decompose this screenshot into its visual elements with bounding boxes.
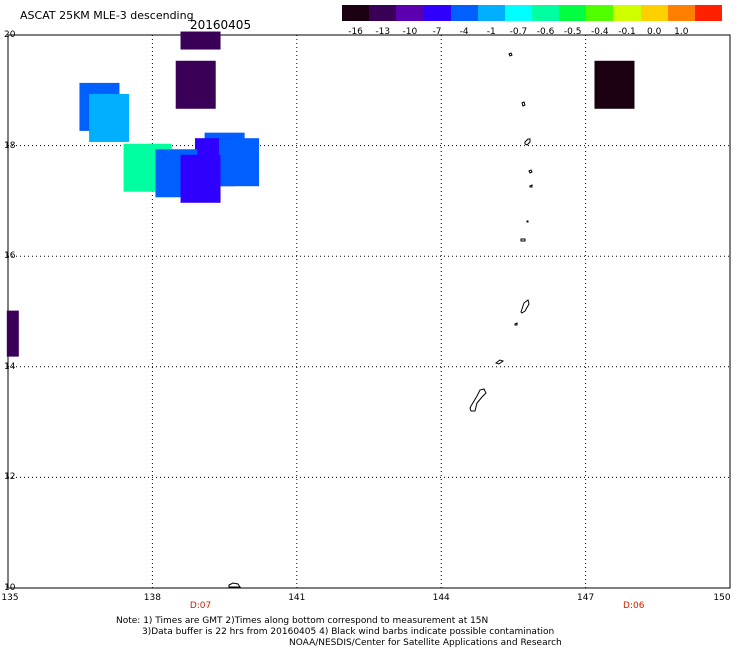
lat-label: 20: [4, 30, 16, 40]
colorbar-label: -0.6: [536, 27, 555, 37]
colorbar-swatch: [586, 5, 614, 21]
colorbar-label: -1: [486, 27, 496, 37]
wind-cell: [180, 154, 221, 203]
island-pagan: [528, 169, 533, 174]
lon-label: 135: [1, 593, 19, 603]
product-date: 20160405: [190, 18, 252, 32]
colorbar-label: -0.5: [563, 27, 582, 37]
island-yap-small: [228, 582, 241, 588]
lat-label: 10: [4, 583, 16, 593]
colorbar-label: -13: [375, 27, 391, 37]
colorbar-label: -10: [402, 27, 418, 37]
wind-cell: [175, 60, 216, 109]
colorbar-swatch: [477, 5, 506, 21]
colorbar-swatch: [532, 5, 560, 21]
lon-label: 147: [577, 593, 595, 603]
colorbar-label: -4: [459, 27, 469, 37]
island-saipan: [520, 299, 530, 314]
colorbar-label: -0.4: [591, 27, 609, 37]
island-guguan: [526, 220, 529, 223]
island-agrihan: [524, 138, 531, 146]
colorbar-label: -0.7: [509, 27, 528, 37]
lat-label: 18: [4, 140, 16, 151]
colorbar-swatch: [640, 5, 669, 21]
colorbar-label: -0.1: [618, 27, 636, 37]
lat-label: 14: [4, 361, 16, 372]
colorbar-swatch: [559, 5, 587, 21]
lat-label: 16: [4, 251, 16, 262]
coastlines: [228, 52, 533, 588]
wind-cells: [6, 31, 635, 357]
colorbar-swatch: [504, 5, 533, 21]
colorbar-label: 1.0: [674, 27, 689, 37]
island-tinian: [514, 322, 518, 326]
island-guam: [469, 388, 487, 412]
colorbar-swatch: [694, 5, 723, 21]
island-alamagan: [529, 184, 533, 188]
lon-label: 150: [713, 593, 731, 603]
colorbar-swatch: [667, 5, 696, 21]
product-title: ASCAT 25KM MLE-3 descending: [20, 9, 194, 22]
island-maug: [521, 101, 526, 107]
colorbar-swatch: [396, 5, 424, 21]
note-line-1: Note: 1) Times are GMT 2)Times along bot…: [116, 616, 489, 626]
wind-cell: [219, 138, 260, 187]
colorbar-swatch: [369, 5, 397, 21]
colorbar-label: -7: [432, 27, 442, 37]
lat-label: 12: [4, 472, 16, 483]
note-line-2: 3)Data buffer is 22 hrs from 20160405 4)…: [142, 627, 555, 637]
island-rota: [494, 359, 505, 365]
time-label: D:07: [189, 601, 212, 611]
colorbar-label: -16: [348, 27, 363, 37]
lon-label: 144: [432, 593, 450, 603]
colorbar-swatch: [613, 5, 642, 21]
wind-cell: [89, 93, 130, 142]
lon-label: 138: [143, 593, 161, 603]
wind-cell: [6, 310, 19, 357]
colorbar-swatch: [423, 5, 452, 21]
wind-cell: [180, 31, 221, 50]
time-label: D:06: [623, 601, 645, 611]
island-anatahan: [520, 238, 526, 242]
wind-cell: [594, 60, 635, 109]
note-line-3: NOAA/NESDIS/Center for Satellite Applica…: [289, 638, 562, 648]
island-farallon: [508, 52, 513, 57]
colorbar-label: 0.0: [646, 27, 662, 37]
colorbar-swatch: [342, 5, 370, 21]
lon-label: 141: [288, 593, 306, 603]
colorbar-swatch: [450, 5, 479, 21]
